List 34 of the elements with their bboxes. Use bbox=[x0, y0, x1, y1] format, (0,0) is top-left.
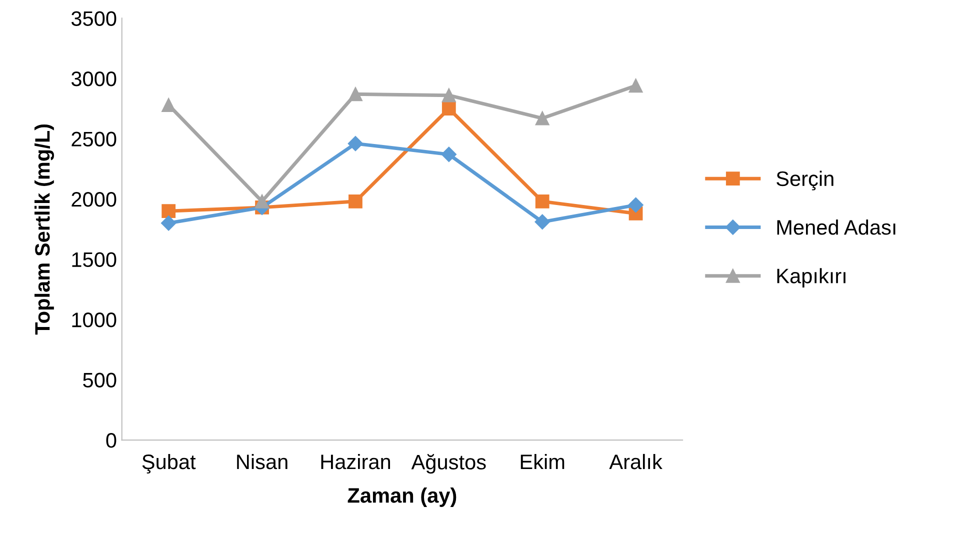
y-tick-label: 500 bbox=[83, 372, 116, 388]
point bbox=[348, 87, 362, 102]
point bbox=[162, 98, 176, 112]
point bbox=[348, 194, 362, 208]
x-tick-label: Haziran bbox=[321, 454, 390, 470]
x-tick-label: Nisan bbox=[237, 454, 288, 470]
point bbox=[348, 136, 364, 152]
y-tick-label: 2500 bbox=[72, 132, 116, 146]
point bbox=[442, 88, 456, 102]
x-tick-label: Ağustos bbox=[411, 454, 486, 474]
point bbox=[441, 146, 456, 162]
y-tick-label: 2000 bbox=[72, 192, 116, 207]
point bbox=[534, 214, 550, 230]
point bbox=[162, 204, 176, 218]
legend-label: Kapıkırı bbox=[777, 268, 846, 288]
point bbox=[255, 194, 269, 208]
legend-label: Serçin bbox=[776, 170, 834, 190]
x-tick-label: Şubat bbox=[142, 454, 196, 474]
x-tick-label: Ekim bbox=[520, 454, 564, 470]
y-tick-label: 0 bbox=[106, 433, 116, 448]
x-tick-label: Aralık bbox=[609, 454, 662, 470]
point bbox=[628, 78, 643, 93]
y-tick-label: 3500 bbox=[71, 11, 116, 26]
legend-label: Mened Adası bbox=[777, 219, 896, 235]
point bbox=[161, 216, 176, 231]
point bbox=[628, 197, 644, 213]
point bbox=[535, 194, 550, 208]
y-axis-title: Toplam Sertlik (mg/L) bbox=[34, 124, 54, 335]
point bbox=[442, 102, 456, 116]
y-tick-label: 1000 bbox=[72, 312, 116, 328]
y-tick-label: 1500 bbox=[72, 252, 116, 268]
y-tick-label: 3000 bbox=[71, 71, 116, 86]
x-axis-title: Zaman (ay) bbox=[348, 488, 456, 507]
point bbox=[535, 111, 550, 126]
